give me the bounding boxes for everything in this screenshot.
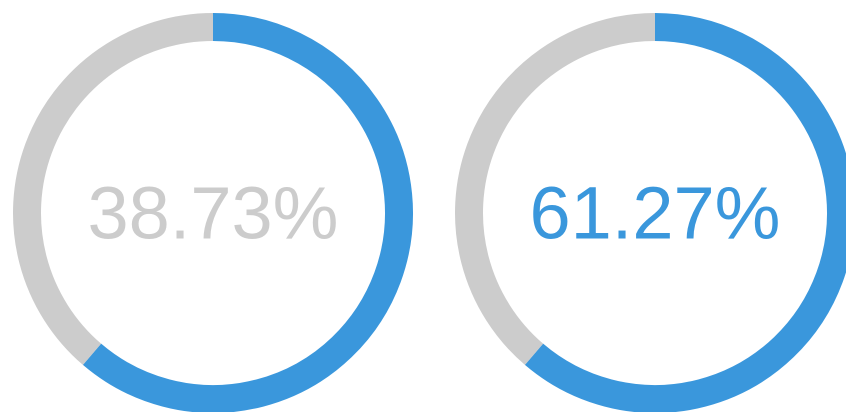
- center-percentage: 61.27%: [530, 172, 781, 255]
- ring-segment: [13, 13, 214, 365]
- ring-segment: [524, 13, 846, 412]
- center-percentage: 38.73%: [88, 172, 339, 255]
- ring-segment: [82, 13, 413, 412]
- ring-segment: [455, 13, 656, 365]
